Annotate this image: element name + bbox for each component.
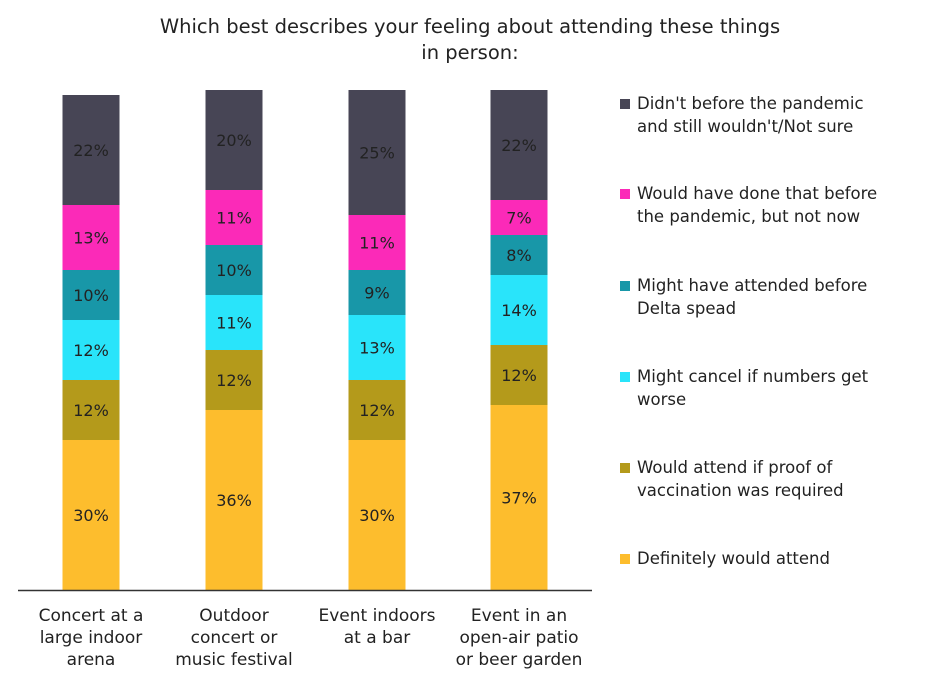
data-label: 22% <box>73 141 109 160</box>
data-label: 12% <box>216 371 252 390</box>
chart-title-line-2: in person: <box>421 41 519 64</box>
chart-title: Which best describes your feeling about … <box>90 14 850 66</box>
x-tick-label: Concert at a large indoor arena <box>39 606 144 670</box>
legend-swatch <box>620 372 630 382</box>
legend-swatch <box>620 463 630 473</box>
legend-item: Didn't before the pandemic and still woul… <box>620 92 912 138</box>
legend-label-line: the pandemic, but not now <box>637 207 861 226</box>
legend-label-line: Would have done that before <box>637 184 878 203</box>
bar-segment <box>62 440 120 590</box>
legend-label: Would attend if proof of vaccination was … <box>637 456 912 502</box>
legend-swatch <box>620 189 630 199</box>
data-label: 36% <box>216 491 252 510</box>
bar-segment <box>205 90 263 190</box>
chart-title-line-1: Which best describes your feeling about … <box>159 15 781 38</box>
legend-label: Might have attended before Delta spead <box>637 274 912 320</box>
legend-label-line: and still wouldn't/Not sure <box>637 117 854 136</box>
x-tick-label-line: Outdoor <box>199 606 268 626</box>
legend-label: Definitely would attend <box>637 547 912 570</box>
data-label: 9% <box>364 284 389 303</box>
legend-label: Didn't before the pandemic and still woul… <box>637 92 912 138</box>
x-tick-label-line: Concert at a <box>39 606 144 626</box>
data-label: 37% <box>501 489 537 508</box>
bar-segment <box>490 345 548 405</box>
data-label: 10% <box>73 286 109 305</box>
legend-label: Might cancel if numbers get worse <box>637 365 912 411</box>
legend-label-line: vaccination was required <box>637 481 844 500</box>
legend-label: Would have done that before the pandemic,… <box>637 182 912 228</box>
legend-label-line: Delta spead <box>637 299 737 318</box>
data-label: 8% <box>506 246 531 265</box>
bar-segment <box>348 90 406 215</box>
x-tick-label: Event in an open-air patio or beer garden <box>456 606 583 670</box>
bar-segment <box>205 350 263 410</box>
legend-label-line: Might have attended before <box>637 276 868 295</box>
data-labels: 30% 12% 12% 10% 13% 22% 36% 12% 11% 10% 11% 20% 30% 1… <box>73 131 537 525</box>
x-tick-label-line: open-air patio <box>459 628 578 648</box>
data-label: 13% <box>359 339 395 358</box>
bar-segment <box>62 320 120 380</box>
bar-segment <box>348 270 406 315</box>
bar-segment <box>348 315 406 380</box>
legend-item: Might cancel if numbers get worse <box>620 365 912 411</box>
bar-segment <box>205 410 263 590</box>
x-tick-label-line: concert or <box>191 628 278 648</box>
data-label: 30% <box>359 506 395 525</box>
x-tick-label: Outdoor concert or music festival <box>175 606 293 670</box>
bar-segment <box>490 200 548 235</box>
legend-swatch <box>620 281 630 291</box>
legend-item: Might have attended before Delta spead <box>620 274 912 320</box>
legend-item: Would have done that before the pandemic,… <box>620 182 912 228</box>
data-label: 10% <box>216 261 252 280</box>
x-tick-label-line: at a bar <box>344 628 411 648</box>
bar-segment <box>62 270 120 320</box>
bar-segment <box>62 205 120 270</box>
legend-swatch <box>620 554 630 564</box>
legend-label-line: worse <box>637 390 687 409</box>
data-label: 12% <box>73 401 109 420</box>
data-label: 13% <box>73 229 109 248</box>
data-label: 12% <box>501 366 537 385</box>
x-tick-label-line: Event indoors <box>318 606 435 626</box>
bar-segment <box>490 90 548 200</box>
x-axis-tick-labels: Concert at a large indoor arena Outdoor conc… <box>39 606 583 670</box>
x-tick-label-line: large indoor <box>40 628 143 648</box>
bar-segment <box>490 275 548 345</box>
bar-segment <box>348 440 406 590</box>
data-label: 20% <box>216 131 252 150</box>
legend-item: Definitely would attend <box>620 547 912 570</box>
data-label: 12% <box>359 401 395 420</box>
data-label: 22% <box>501 136 537 155</box>
bar-segment <box>62 380 120 440</box>
data-label: 25% <box>359 144 395 163</box>
data-label: 11% <box>216 314 252 333</box>
bar-segment <box>205 295 263 350</box>
x-tick-label: Event indoors at a bar <box>318 606 435 648</box>
bars <box>62 90 548 590</box>
bar-segment <box>62 95 120 205</box>
bar-segment <box>348 380 406 440</box>
data-label: 30% <box>73 506 109 525</box>
legend-label-line: Definitely would attend <box>637 549 830 568</box>
legend-item: Would attend if proof of vaccination was … <box>620 456 912 502</box>
bar-segment <box>490 235 548 275</box>
x-tick-label-line: arena <box>67 650 116 670</box>
bar-segment <box>205 190 263 245</box>
data-label: 11% <box>216 209 252 228</box>
x-tick-label-line: Event in an <box>471 606 567 626</box>
x-tick-label-line: or beer garden <box>456 650 583 670</box>
legend-label-line: Might cancel if numbers get <box>637 367 869 386</box>
data-label: 7% <box>506 209 531 228</box>
legend-label-line: Would attend if proof of <box>637 458 833 477</box>
bar-segment <box>348 215 406 270</box>
bar-segment <box>205 245 263 295</box>
x-tick-label-line: music festival <box>175 650 293 670</box>
data-label: 14% <box>501 301 537 320</box>
data-label: 11% <box>359 234 395 253</box>
bar-segment <box>490 405 548 590</box>
data-label: 12% <box>73 341 109 360</box>
legend-label-line: Didn't before the pandemic <box>637 94 864 113</box>
legend-swatch <box>620 99 630 109</box>
